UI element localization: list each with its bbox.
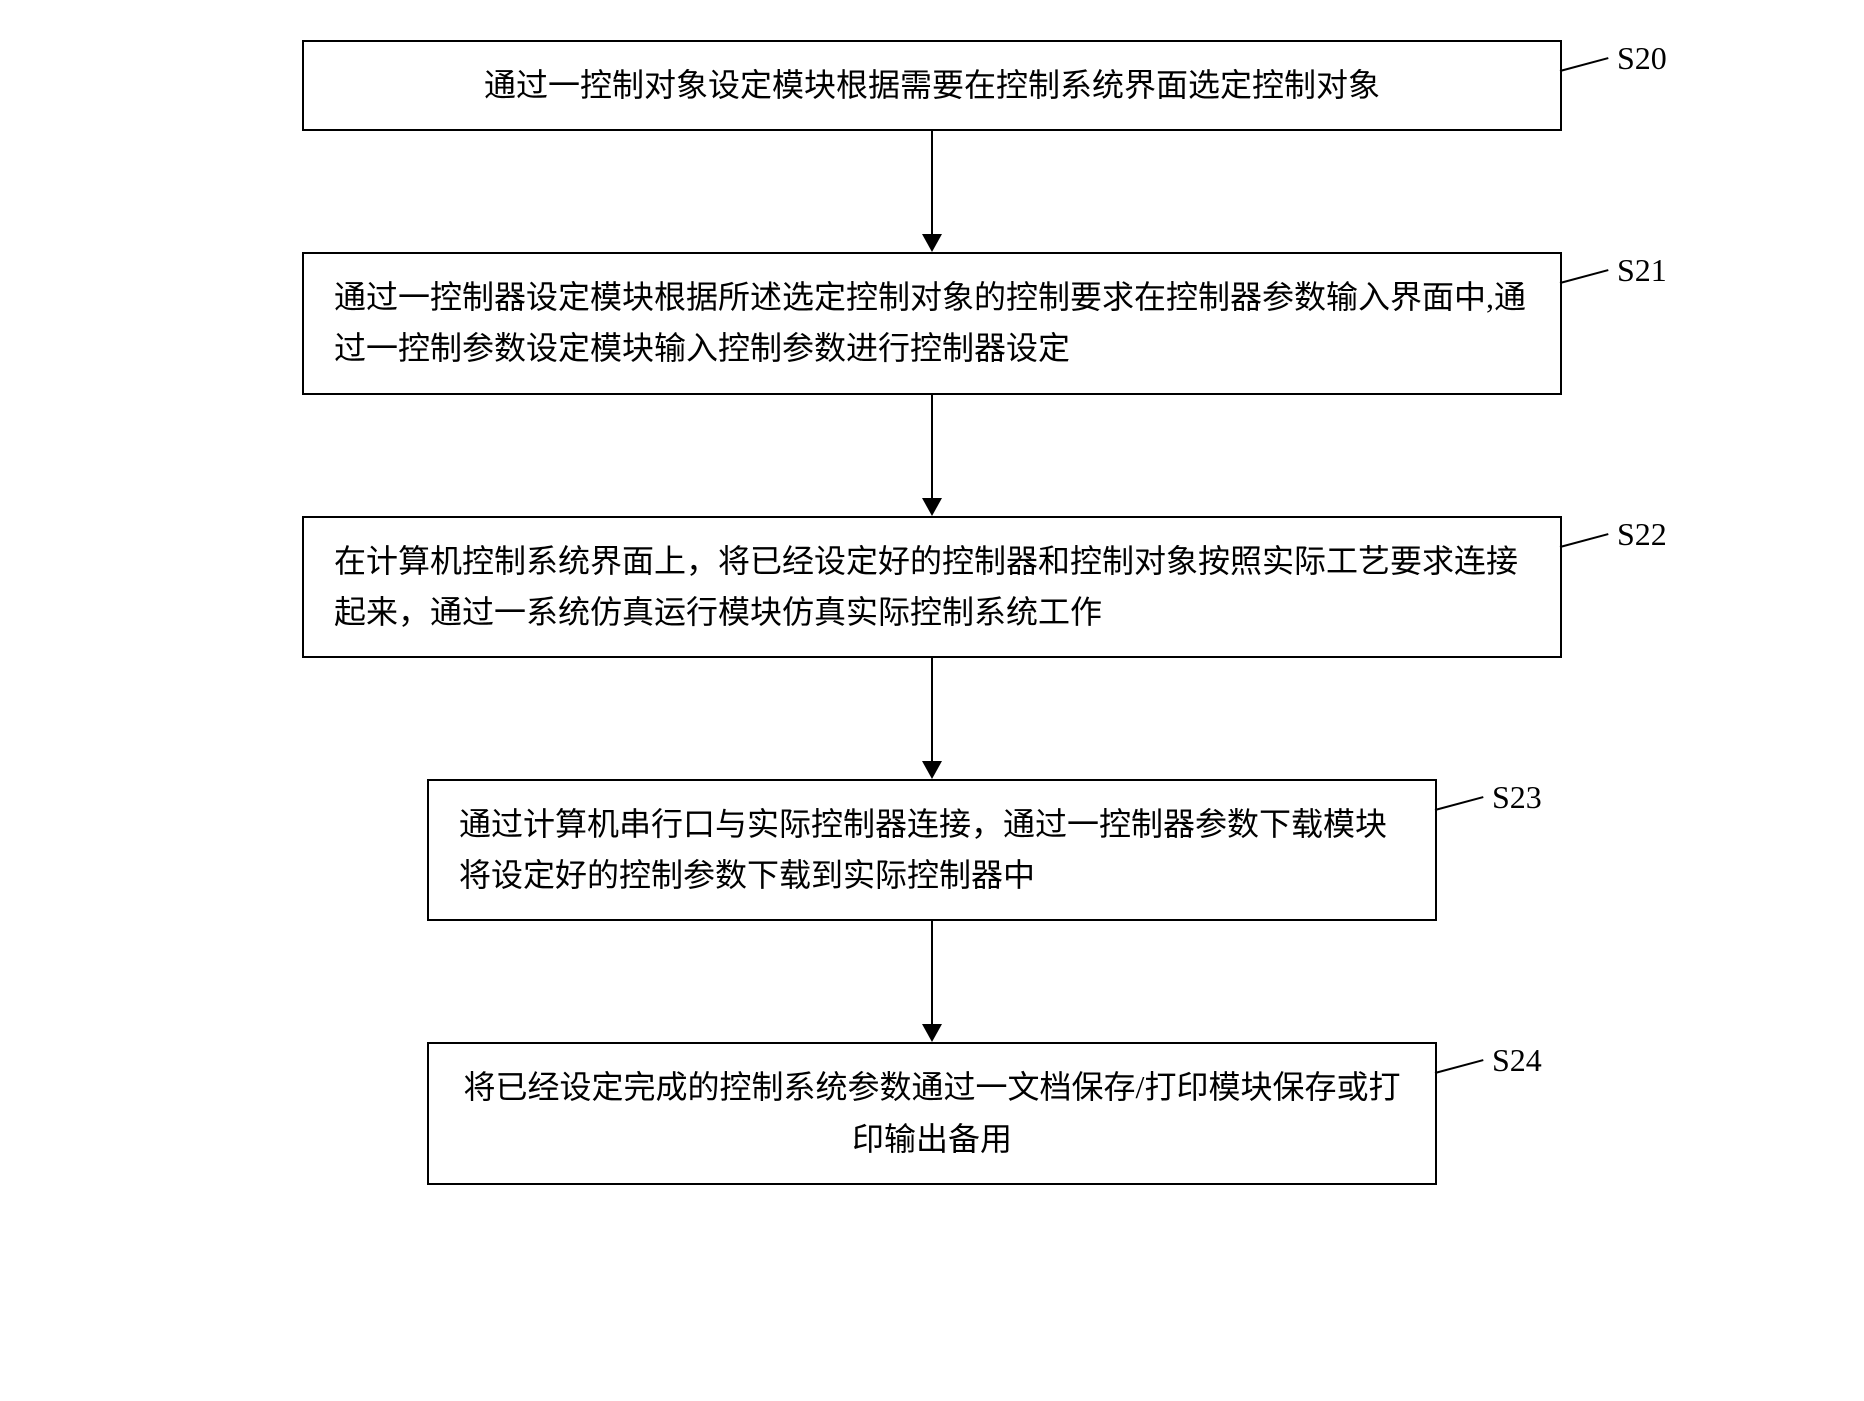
step-wrapper-s23: 通过计算机串行口与实际控制器连接，通过一控制器参数下载模块将设定好的控制参数下载… [427, 779, 1437, 921]
flowchart-container: 通过一控制对象设定模块根据需要在控制系统界面选定控制对象 S20 通过一控制器设… [20, 40, 1844, 1185]
step-wrapper-s20: 通过一控制对象设定模块根据需要在控制系统界面选定控制对象 S20 [302, 40, 1562, 131]
step-text-s22: 在计算机控制系统界面上，将已经设定好的控制器和控制对象按照实际工艺要求连接起来，… [334, 536, 1530, 638]
step-wrapper-s22: 在计算机控制系统界面上，将已经设定好的控制器和控制对象按照实际工艺要求连接起来，… [302, 516, 1562, 658]
label-line-s22 [1560, 533, 1609, 548]
label-line-s21 [1560, 269, 1609, 284]
step-label-s20: S20 [1617, 40, 1667, 77]
step-wrapper-s24: 将已经设定完成的控制系统参数通过一文档保存/打印模块保存或打印输出备用 S24 [427, 1042, 1437, 1184]
step-text-s21: 通过一控制器设定模块根据所述选定控制对象的控制要求在控制器参数输入界面中,通过一… [334, 272, 1530, 374]
arrow-s20-s21 [922, 131, 942, 252]
label-line-s24 [1435, 1059, 1484, 1074]
step-label-s21: S21 [1617, 252, 1667, 289]
step-box-s20: 通过一控制对象设定模块根据需要在控制系统界面选定控制对象 [302, 40, 1562, 131]
step-label-s22: S22 [1617, 516, 1667, 553]
step-text-s24: 将已经设定完成的控制系统参数通过一文档保存/打印模块保存或打印输出备用 [459, 1062, 1405, 1164]
label-line-s23 [1435, 796, 1484, 811]
step-text-s20: 通过一控制对象设定模块根据需要在控制系统界面选定控制对象 [484, 60, 1380, 111]
arrow-s21-s22 [922, 395, 942, 516]
step-box-s23: 通过计算机串行口与实际控制器连接，通过一控制器参数下载模块将设定好的控制参数下载… [427, 779, 1437, 921]
step-box-s22: 在计算机控制系统界面上，将已经设定好的控制器和控制对象按照实际工艺要求连接起来，… [302, 516, 1562, 658]
label-line-s20 [1560, 57, 1609, 72]
step-wrapper-s21: 通过一控制器设定模块根据所述选定控制对象的控制要求在控制器参数输入界面中,通过一… [302, 252, 1562, 394]
step-text-s23: 通过计算机串行口与实际控制器连接，通过一控制器参数下载模块将设定好的控制参数下载… [459, 799, 1405, 901]
arrow-s23-s24 [922, 921, 942, 1042]
step-box-s21: 通过一控制器设定模块根据所述选定控制对象的控制要求在控制器参数输入界面中,通过一… [302, 252, 1562, 394]
step-label-s24: S24 [1492, 1042, 1542, 1079]
step-box-s24: 将已经设定完成的控制系统参数通过一文档保存/打印模块保存或打印输出备用 [427, 1042, 1437, 1184]
arrow-s22-s23 [922, 658, 942, 779]
step-label-s23: S23 [1492, 779, 1542, 816]
